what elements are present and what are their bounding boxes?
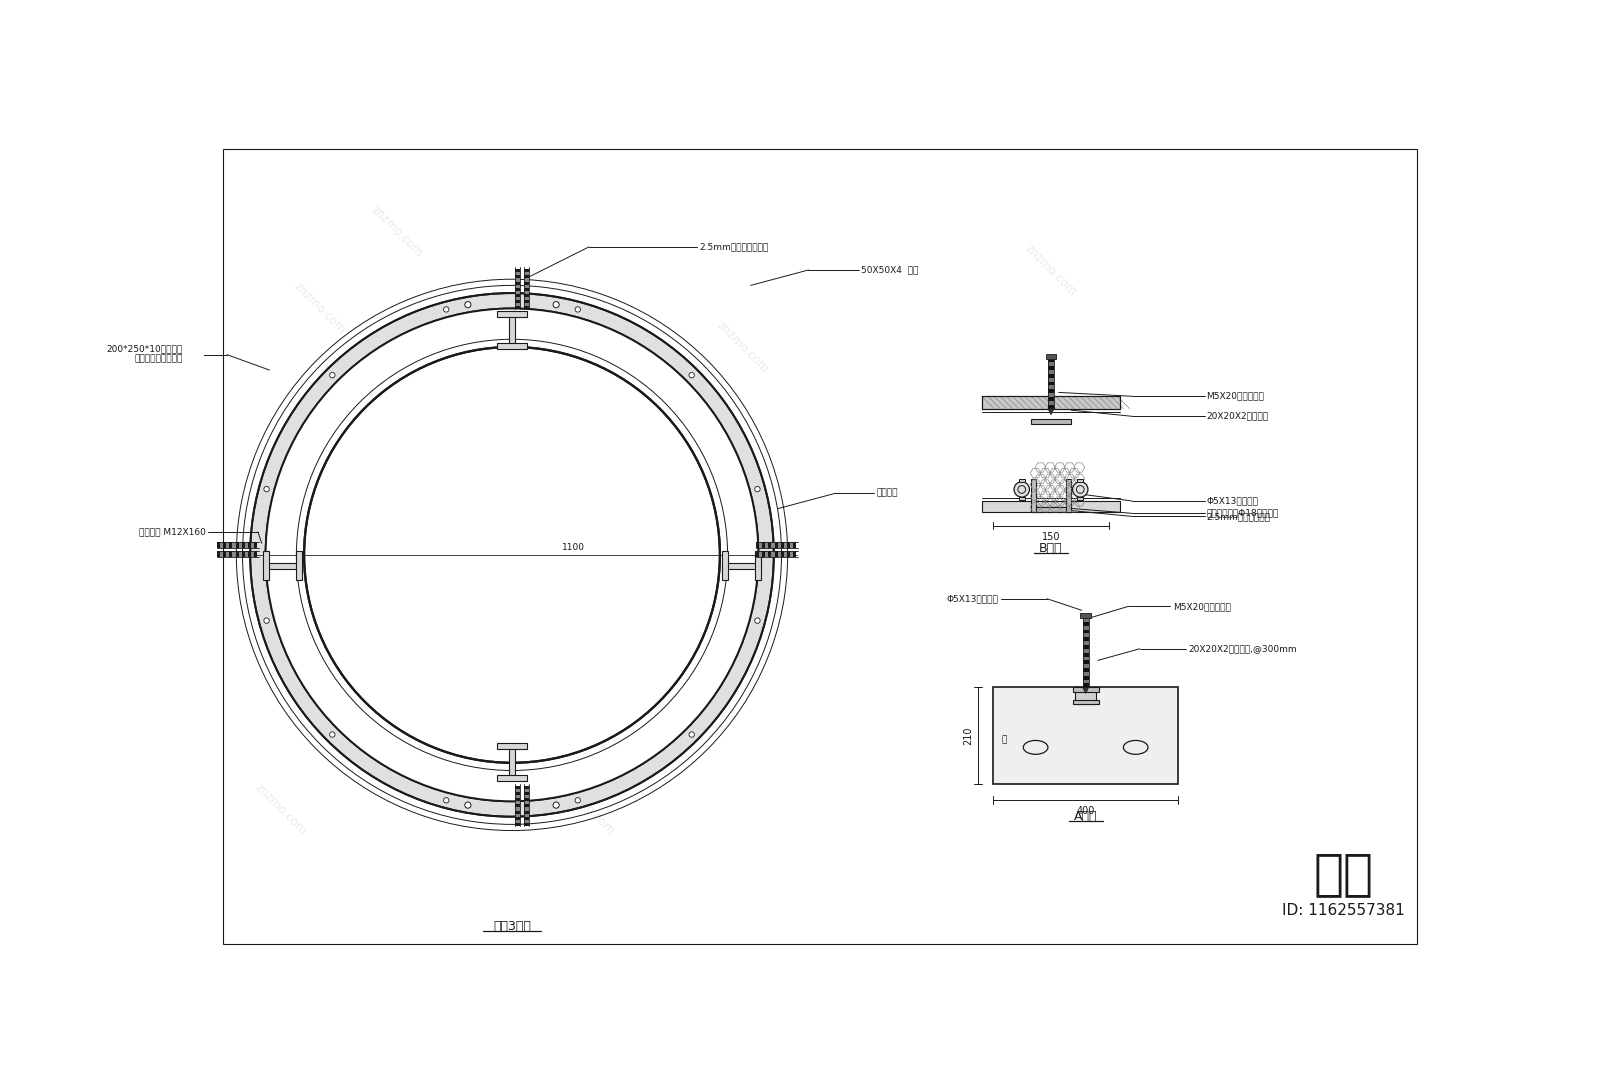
- Text: 400: 400: [1077, 806, 1094, 816]
- Text: 20X20X2连接角铝,@300mm: 20X20X2连接角铝,@300mm: [1189, 644, 1296, 654]
- Bar: [722, 563, 760, 569]
- Bar: [1080, 613, 1091, 618]
- Text: 20X20X2连接角铝: 20X20X2连接角铝: [1206, 412, 1269, 421]
- Text: 内: 内: [1002, 735, 1006, 744]
- Text: znzmo.com: znzmo.com: [368, 203, 426, 260]
- Text: 2.5mm厚银灰色铝单板: 2.5mm厚银灰色铝单板: [699, 242, 768, 251]
- Bar: [509, 742, 515, 781]
- Bar: [498, 775, 526, 781]
- Text: 150: 150: [1042, 531, 1061, 542]
- Bar: [1030, 507, 1070, 512]
- Circle shape: [755, 487, 760, 492]
- Circle shape: [443, 306, 450, 312]
- Bar: [498, 311, 526, 317]
- Text: B大样: B大样: [1038, 542, 1062, 555]
- Circle shape: [554, 802, 560, 808]
- Circle shape: [443, 797, 450, 803]
- Text: 耐候胶，后置Φ18泡沫垫条: 耐候胶，后置Φ18泡沫垫条: [1206, 509, 1278, 518]
- Bar: [296, 551, 302, 580]
- Bar: [1030, 479, 1035, 512]
- Text: znzmo.com: znzmo.com: [522, 589, 579, 645]
- Bar: [1077, 497, 1083, 500]
- Circle shape: [250, 293, 774, 817]
- Bar: [1077, 478, 1083, 481]
- Text: znzmo.com: znzmo.com: [715, 319, 771, 375]
- Circle shape: [330, 372, 334, 378]
- Text: 1100: 1100: [562, 543, 586, 552]
- Text: znzmo.com: znzmo.com: [445, 434, 502, 491]
- Text: Φ5X13抽芯铆钉: Φ5X13抽芯铆钉: [1206, 497, 1259, 505]
- Bar: [982, 396, 1120, 409]
- Circle shape: [464, 302, 470, 307]
- Circle shape: [266, 308, 758, 802]
- Circle shape: [554, 302, 560, 307]
- Polygon shape: [1083, 687, 1088, 694]
- Bar: [1072, 700, 1099, 704]
- Text: znzmo.com: znzmo.com: [253, 780, 309, 837]
- Bar: [509, 311, 515, 349]
- Circle shape: [304, 347, 720, 763]
- Text: znzmo.com: znzmo.com: [1022, 241, 1080, 299]
- Text: Φ5X13抽芯铆钉: Φ5X13抽芯铆钉: [947, 594, 998, 604]
- Text: A大样: A大样: [1074, 810, 1098, 823]
- Bar: [498, 742, 526, 749]
- Bar: [994, 687, 1178, 784]
- Text: znzmo.com: znzmo.com: [330, 665, 386, 722]
- Text: 连接角铝: 连接角铝: [877, 489, 898, 498]
- Text: 灰色氟碳漆防腐处理: 灰色氟碳漆防腐处理: [134, 355, 182, 364]
- Text: 化学锚栓 M12X160: 化学锚栓 M12X160: [139, 527, 205, 537]
- Bar: [982, 396, 1120, 409]
- Text: znzmo.com: znzmo.com: [560, 780, 618, 837]
- Bar: [264, 551, 269, 580]
- Bar: [755, 551, 760, 580]
- Text: M5X20不锈钢螺钉: M5X20不锈钢螺钉: [1173, 602, 1230, 611]
- Bar: [264, 563, 302, 569]
- Bar: [1030, 420, 1070, 424]
- Circle shape: [574, 797, 581, 803]
- Circle shape: [690, 372, 694, 378]
- Bar: [1046, 354, 1056, 358]
- Bar: [1075, 687, 1096, 704]
- Bar: [722, 551, 728, 580]
- Bar: [1019, 478, 1026, 481]
- Bar: [982, 501, 1120, 512]
- Circle shape: [690, 731, 694, 737]
- Circle shape: [574, 306, 581, 312]
- Circle shape: [1014, 481, 1029, 497]
- Text: znzmo.com: znzmo.com: [598, 357, 656, 413]
- Text: znzmo.com: znzmo.com: [638, 511, 694, 568]
- Bar: [498, 343, 526, 349]
- Circle shape: [464, 802, 470, 808]
- Circle shape: [755, 618, 760, 623]
- Text: ID: 1162557381: ID: 1162557381: [1282, 903, 1405, 919]
- Circle shape: [264, 618, 269, 623]
- Circle shape: [330, 731, 334, 737]
- Circle shape: [264, 487, 269, 492]
- Text: 200*250*10后置铁板: 200*250*10后置铁板: [106, 345, 182, 354]
- Bar: [1072, 687, 1099, 692]
- Text: 知末: 知末: [1314, 850, 1374, 898]
- Circle shape: [1072, 481, 1088, 497]
- Bar: [1019, 497, 1026, 500]
- Text: 50X50X4  方管: 50X50X4 方管: [861, 265, 918, 275]
- Polygon shape: [1048, 409, 1054, 414]
- Bar: [1067, 479, 1070, 512]
- Text: 210: 210: [963, 727, 973, 745]
- Text: 节点3大样: 节点3大样: [493, 921, 531, 934]
- Text: M5X20不锈钢螺钉: M5X20不锈钢螺钉: [1206, 392, 1264, 400]
- Text: znzmo.com: znzmo.com: [291, 280, 347, 337]
- Text: 2.5mm厚铝单板饰面: 2.5mm厚铝单板饰面: [1206, 512, 1270, 520]
